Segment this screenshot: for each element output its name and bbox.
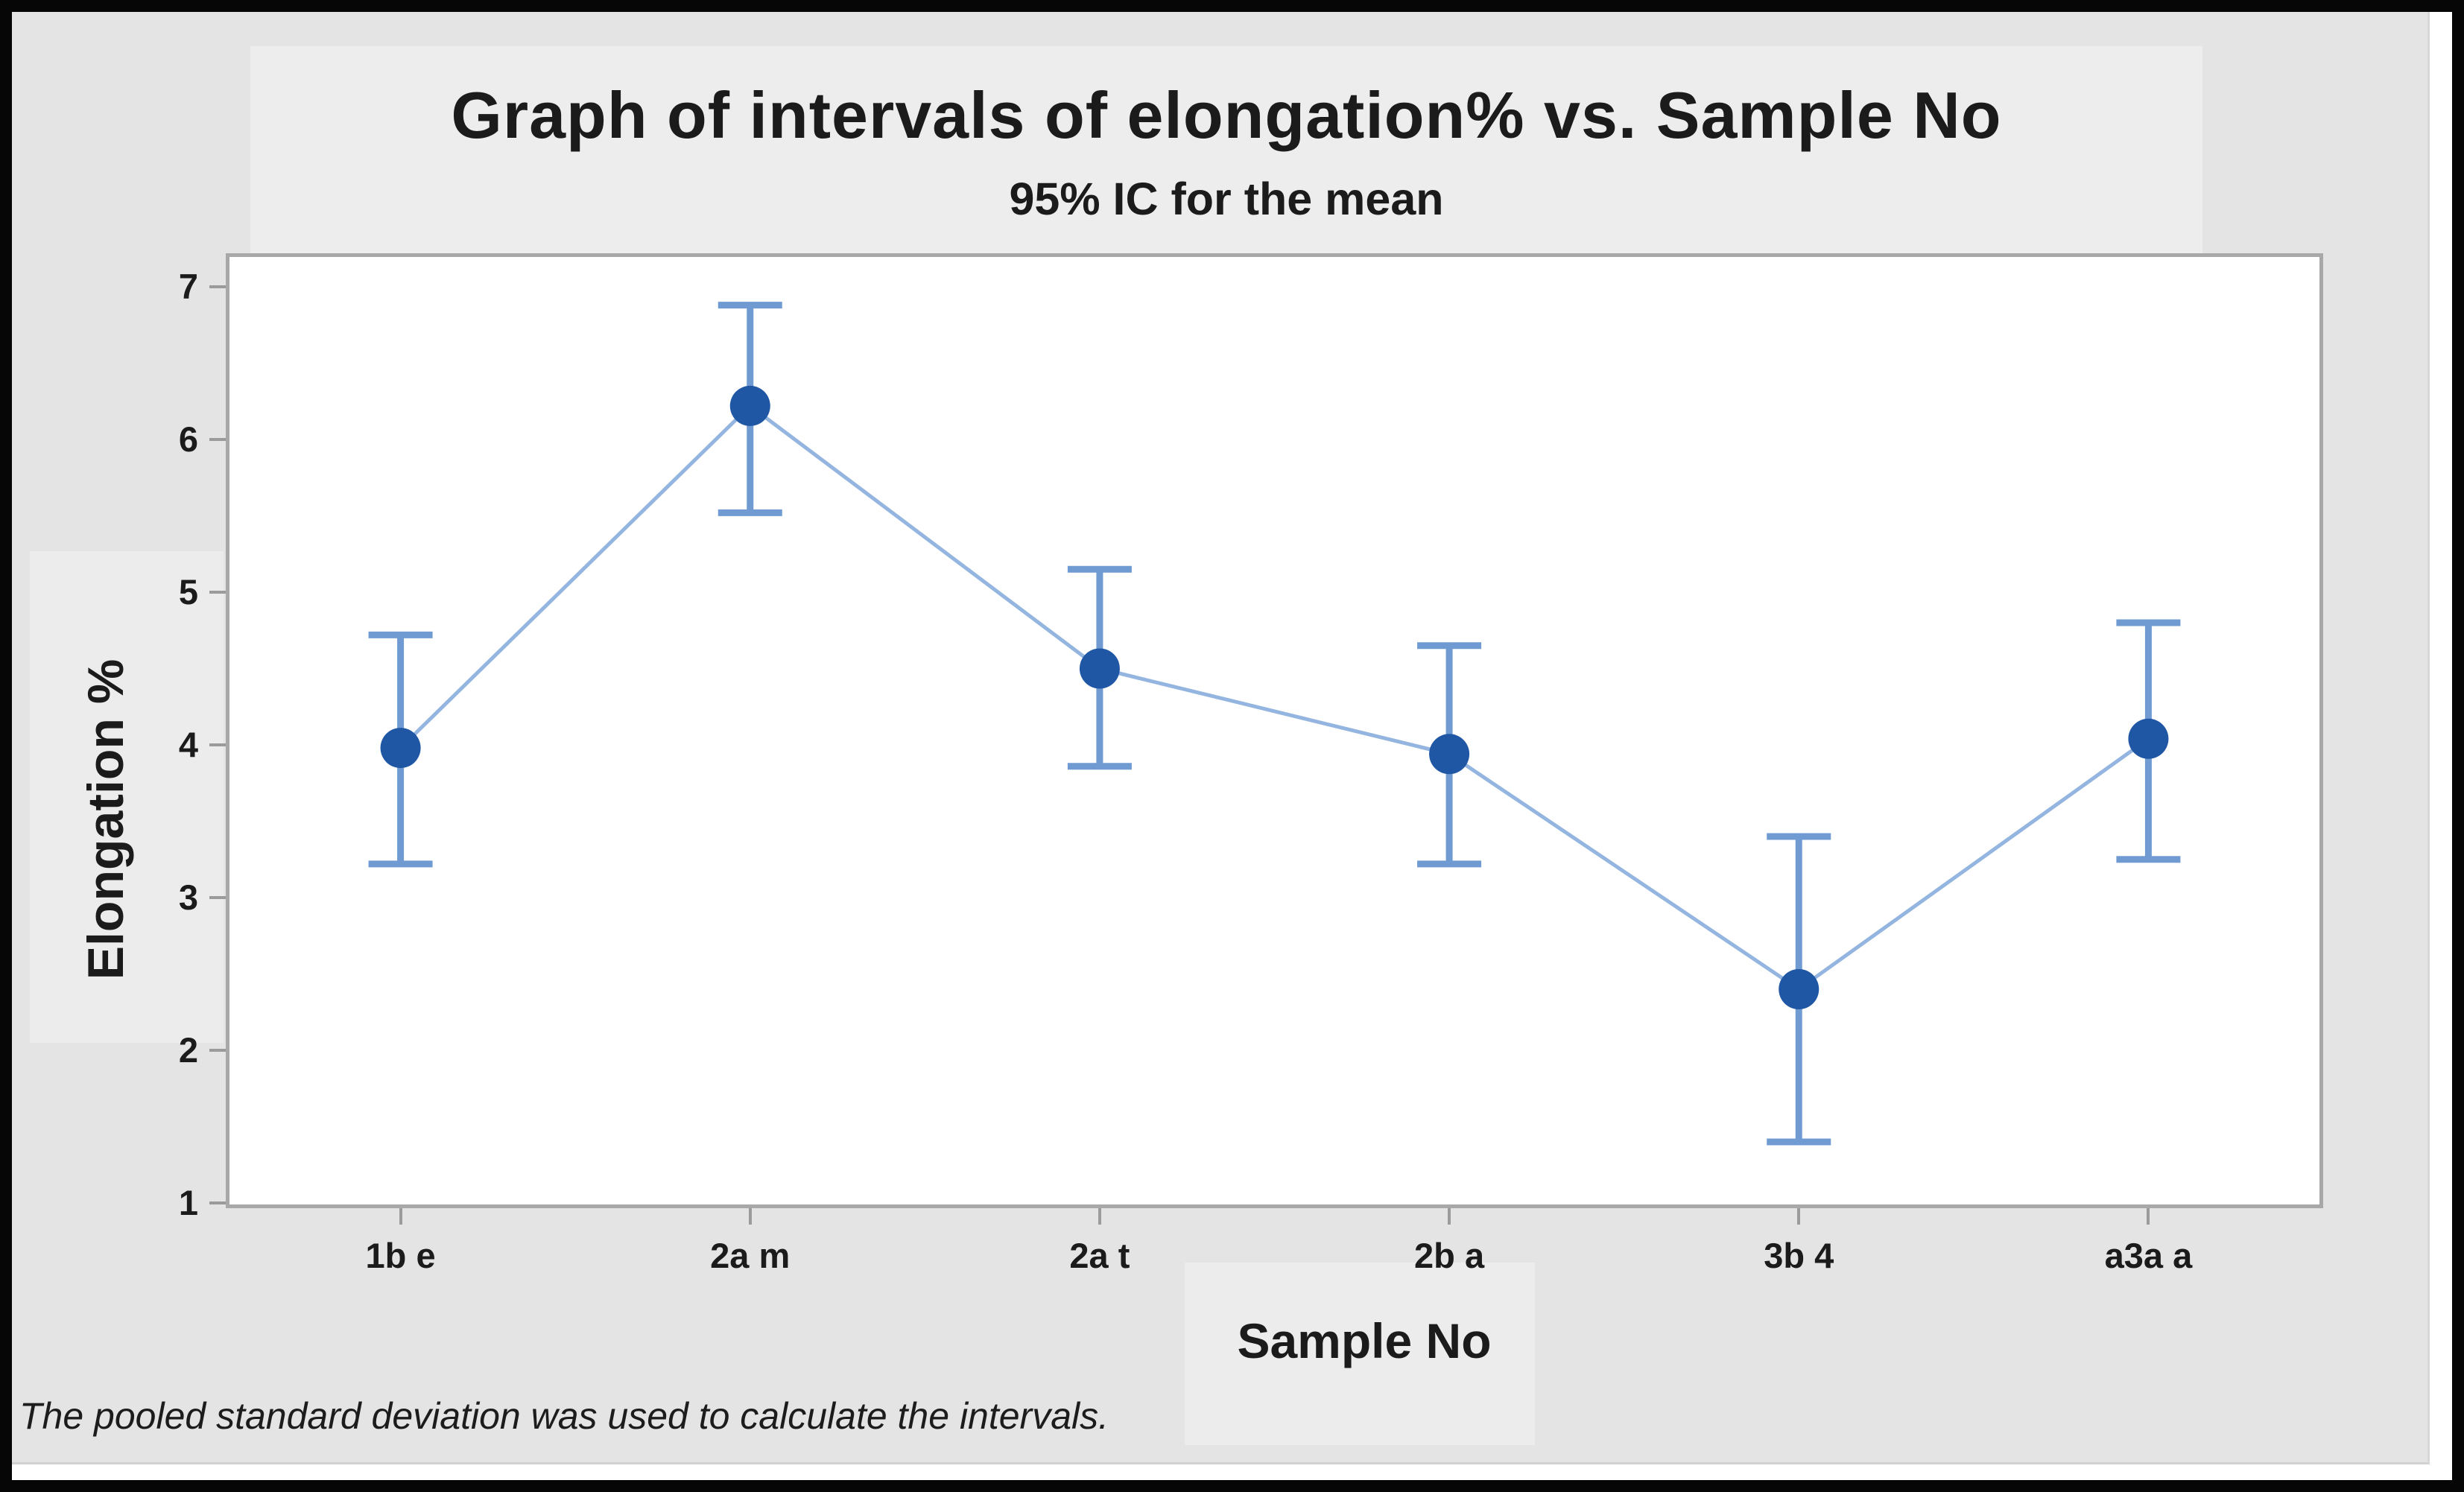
x-tick-mark [748, 1208, 752, 1225]
x-tick-mark [2147, 1208, 2150, 1225]
mean-point [380, 728, 421, 769]
y-tick-mark [209, 896, 226, 899]
x-axis-title: Sample No [1237, 1313, 1492, 1368]
mean-point [729, 385, 770, 426]
mean-point [1429, 734, 1470, 775]
mean-point [1779, 969, 1820, 1009]
x-tick-mark [1448, 1208, 1451, 1225]
mean-point [1079, 648, 1120, 689]
y-tick-label: 2 [178, 1030, 198, 1070]
y-tick-mark [209, 438, 226, 441]
y-tick-label: 5 [178, 572, 198, 612]
x-tick-mark [1098, 1208, 1101, 1225]
x-axis-label-band [1185, 1263, 1535, 1445]
y-tick-mark [209, 1201, 226, 1204]
x-tick-label: a3a a [2104, 1236, 2193, 1275]
y-tick-mark [209, 285, 226, 288]
interval-plot [368, 302, 2181, 1146]
y-tick-mark [209, 743, 226, 746]
x-tick-mark [1797, 1208, 1801, 1225]
y-tick-label: 6 [178, 419, 198, 459]
mean-point [2128, 718, 2169, 759]
y-axis-title: Elongation % [77, 658, 134, 980]
x-tick-label: 2a m [710, 1236, 791, 1275]
chart-subtitle: 95% IC for the mean [1009, 174, 1444, 224]
y-tick-mark [209, 591, 226, 594]
y-tick-label: 7 [178, 267, 198, 306]
y-tick-label: 4 [178, 725, 198, 764]
y-tick-label: 3 [178, 877, 198, 917]
y-tick-label: 1 [178, 1183, 198, 1222]
mean-connecting-line [399, 403, 2150, 992]
x-tick-label: 2a t [1069, 1236, 1130, 1275]
x-tick-label: 1b e [365, 1236, 436, 1275]
x-tick-label: 3b 4 [1764, 1236, 1834, 1275]
title-band: Graph of intervals of elongation% vs. Sa… [250, 46, 2202, 256]
y-axis-label-band [30, 551, 224, 1043]
chart-title: Graph of intervals of elongation% vs. Sa… [451, 78, 2002, 152]
y-tick-mark [209, 1049, 226, 1052]
plot-area [226, 253, 2323, 1208]
x-tick-label: 2b a [1414, 1236, 1485, 1275]
figure-canvas: Graph of intervals of elongation% vs. Sa… [12, 12, 2430, 1464]
x-tick-mark [399, 1208, 402, 1225]
pooled-sd-footnote: The pooled standard deviation was used t… [19, 1395, 1109, 1437]
